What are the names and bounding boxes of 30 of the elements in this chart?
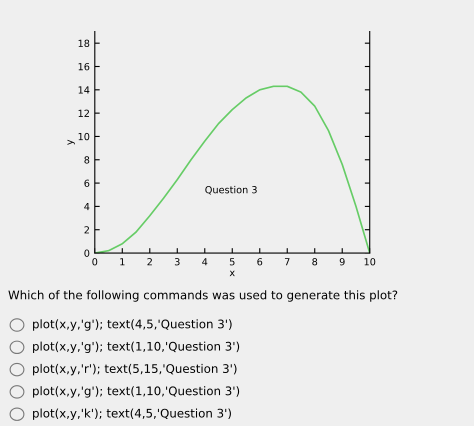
y-tick-label: 18: [78, 40, 90, 48]
y-tick-label: 4: [84, 203, 90, 210]
x-tick-label: 8: [312, 258, 318, 266]
y-tick-label: 2: [84, 226, 89, 234]
text: Which of the following commands was used to generate this plot?: [8, 290, 398, 302]
y-tick-label: 6: [84, 180, 90, 187]
x-tick-label: 5: [230, 258, 235, 266]
y-tick-label: 12: [78, 110, 89, 117]
y-tick-label: 10: [78, 132, 90, 140]
text: plot(x,y,'g'); text(1,10,'Question 3'): [33, 386, 240, 398]
text: plot(x,y,'k'); text(4,5,'Question 3'): [33, 408, 231, 420]
annotation: Question 3: [205, 186, 257, 194]
x-tick-label: 2: [147, 258, 152, 266]
x-tick-label: 4: [202, 258, 208, 266]
y-axis-title: y: [67, 140, 75, 145]
x-tick-label: 0: [92, 258, 98, 266]
x-tick-label: 3: [174, 258, 180, 266]
y-tick-label: 14: [78, 86, 90, 94]
x-tick-label: 7: [284, 258, 290, 266]
x-tick-label: 6: [257, 258, 262, 266]
x-tick-label: 10: [364, 258, 376, 266]
y-tick-label: 16: [78, 62, 90, 70]
x-tick-label: 9: [340, 258, 345, 266]
x-tick-label: 1: [120, 258, 124, 266]
x-axis-title: x: [230, 270, 235, 276]
text: plot(x,y,'g'); text(4,5,'Question 3'): [33, 319, 232, 331]
y-tick-label: 0: [84, 250, 90, 257]
text: plot(x,y,'g'); text(1,10,'Question 3'): [33, 342, 240, 354]
y-tick-label: 8: [84, 156, 90, 164]
text: plot(x,y,'r'); text(5,15,'Question 3'): [33, 364, 236, 376]
